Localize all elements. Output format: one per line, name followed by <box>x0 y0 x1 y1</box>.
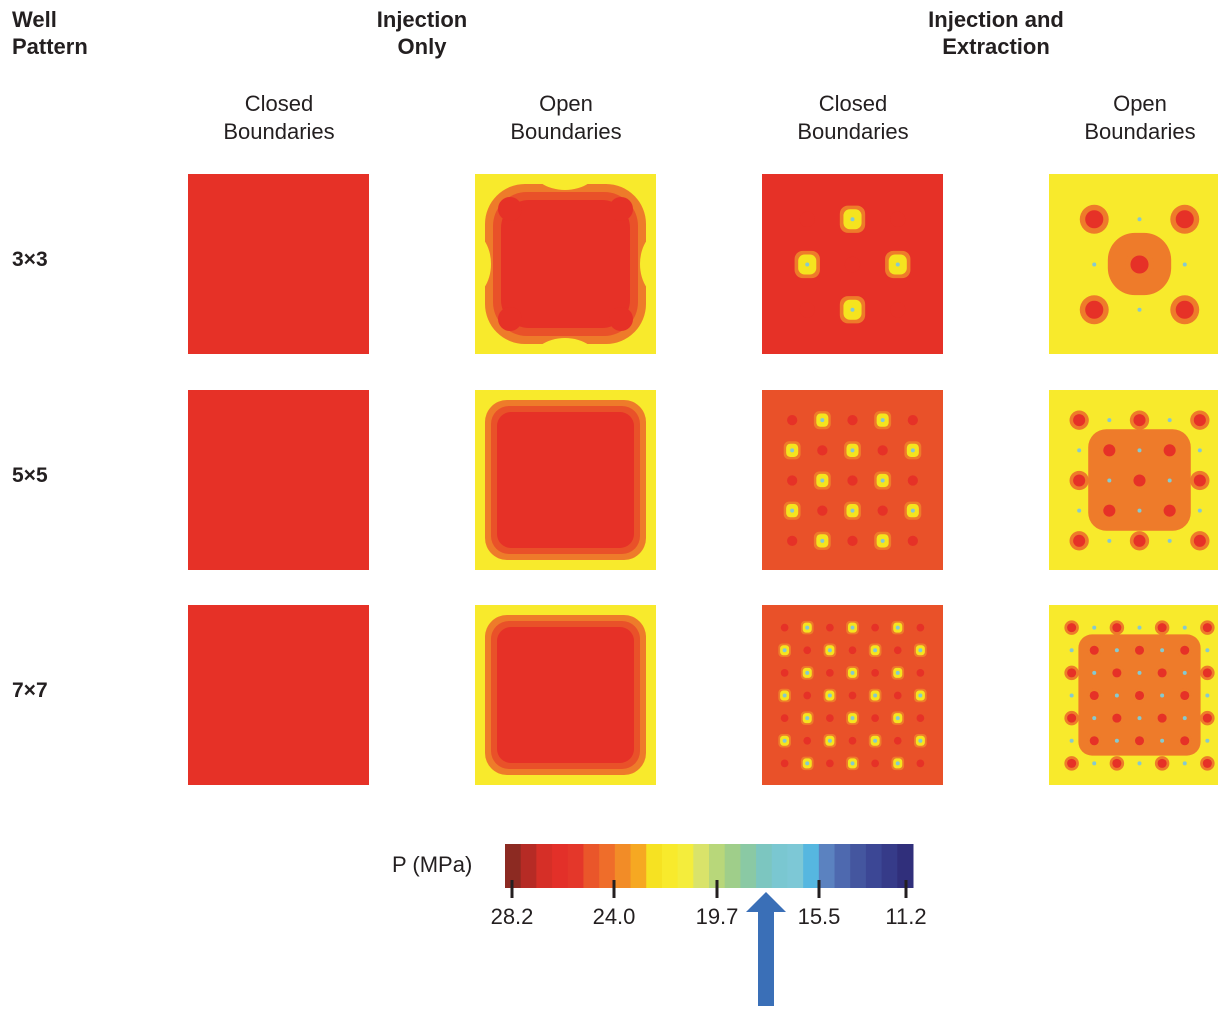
column-header-closed-extraction: Closed Boundaries <box>797 91 909 144</box>
pressure-map-panel <box>475 174 656 354</box>
colorbar-segment <box>520 844 537 888</box>
colorbar-segment <box>834 844 851 888</box>
colorbar-segment <box>661 844 679 888</box>
column-header-open-extraction: Open Boundaries <box>1084 91 1196 144</box>
colorbar-segment <box>803 844 820 888</box>
colorbar-segment <box>709 844 726 888</box>
colorbar-segment <box>724 844 741 888</box>
pressure-map-panel <box>475 605 656 785</box>
injection-extraction-header: Injection and Extraction <box>928 7 1064 59</box>
colorbar-segment <box>583 844 600 888</box>
colorbar-segment <box>677 844 694 888</box>
colorbar-tick-24-0: 24.0 <box>592 904 636 929</box>
colorbar-segment <box>756 844 773 888</box>
injection-only-header: Injection Only <box>376 7 468 59</box>
pressure-map-panel <box>762 174 943 354</box>
row-label-7x7: 7×7 <box>12 679 48 702</box>
colorbar-segment <box>630 844 647 888</box>
colorbar-tick-11-2: 11.2 <box>885 904 927 929</box>
well-pattern-header: Well Pattern <box>12 7 88 59</box>
pressure-map-panel <box>1049 174 1218 354</box>
colorbar-segment <box>881 844 898 888</box>
up-arrow-icon <box>746 892 786 1006</box>
pressure-map-panel <box>762 605 943 785</box>
pressure-map-panel <box>188 174 369 354</box>
colorbar-segment <box>599 844 616 888</box>
colorbar-segment <box>614 844 632 888</box>
colorbar-segment <box>850 844 867 888</box>
colorbar-segment <box>567 844 584 888</box>
colorbar-segment <box>818 844 836 888</box>
column-header-open-injection: Open Boundaries <box>510 91 622 144</box>
colorbar-segment <box>646 844 663 888</box>
row-label-5x5: 5×5 <box>12 464 48 487</box>
colorbar-tick-15-5: 15.5 <box>797 904 841 929</box>
pressure-map-panel <box>1049 390 1218 570</box>
pressure-map-panel <box>1049 605 1218 785</box>
row-label-3x3: 3×3 <box>12 248 48 271</box>
colorbar <box>505 844 914 898</box>
pressure-map-panel <box>762 390 943 570</box>
colorbar-segment <box>505 844 522 888</box>
colorbar-segment <box>693 844 710 888</box>
colorbar-segment <box>897 844 914 888</box>
colorbar-segment <box>552 844 569 888</box>
colorbar-segment <box>865 844 883 888</box>
pressure-map-panel <box>188 605 369 785</box>
colorbar-segment <box>740 844 757 888</box>
colorbar-segment <box>771 844 788 888</box>
column-header-closed-injection: Closed Boundaries <box>223 91 335 144</box>
colorbar-tick-19-7: 19.7 <box>695 904 739 929</box>
pressure-map-panel <box>188 390 369 570</box>
colorbar-segment <box>536 844 553 888</box>
colorbar-label: P (MPa) <box>392 852 473 877</box>
pressure-map-panel <box>475 390 656 570</box>
colorbar-segment <box>787 844 804 888</box>
colorbar-tick-28-2: 28.2 <box>490 904 534 929</box>
